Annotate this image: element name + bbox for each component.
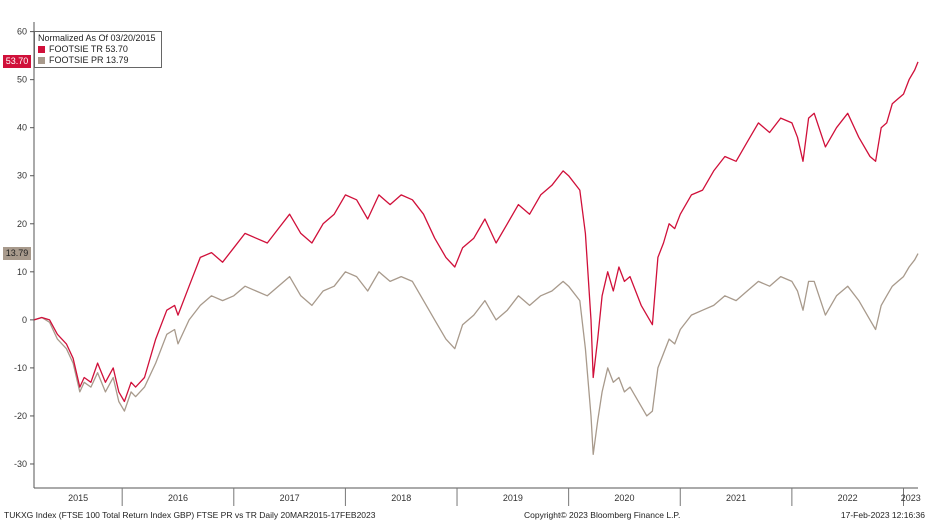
legend-swatch-pr [38,57,45,64]
y-tick-label: -20 [14,411,27,421]
legend-entry-pr: FOOTSIE PR 13.79 [38,55,158,66]
y-tick-label: 40 [17,123,27,133]
x-tick-label: 2019 [503,493,523,503]
x-axis: 2015 2016 2017 2018 2019 2020 2021 2022 2023 [34,487,921,506]
footer-index-description: TUKXG Index (FTSE 100 Total Return Index… [4,510,376,520]
legend-label-pr: FOOTSIE PR 13.79 [49,55,129,65]
x-tick-label: 2020 [614,493,634,503]
x-tick-label: 2016 [168,493,188,503]
y-tick-label: -30 [14,459,27,469]
legend: Normalized As Of 03/20/2015 FOOTSIE TR 5… [34,31,162,68]
legend-label-tr: FOOTSIE TR 53.70 [49,44,128,54]
y-axis: 60 50 40 30 20 10 0 -10 -20 -30 [14,22,35,488]
x-tick-label: 2023 [901,493,921,503]
x-tick-label: 2018 [391,493,411,503]
y-tick-label: 10 [17,267,27,277]
x-tick-label: 2021 [726,493,746,503]
legend-swatch-tr [38,46,45,53]
y-tick-label: 30 [17,171,27,181]
series-line-tr [33,61,919,403]
series-layer [33,61,919,456]
y-tick-label: 50 [17,75,27,85]
plot-area [34,22,918,488]
y-tick-label: -10 [14,363,27,373]
legend-entry-tr: FOOTSIE TR 53.70 [38,44,158,55]
footer-copyright: Copyright© 2023 Bloomberg Finance L.P. [524,510,681,520]
x-tick-label: 2015 [68,493,88,503]
y-tick-label: 60 [17,27,27,37]
y-tick-label: 20 [17,219,27,229]
y-tick-label: 0 [22,315,27,325]
x-tick-label: 2017 [280,493,300,503]
last-value-tag-pr: 13.79 [3,247,31,261]
x-tick-label: 2022 [838,493,858,503]
series-line-pr [33,253,919,456]
legend-title: Normalized As Of 03/20/2015 [38,33,156,43]
last-value-tag-tr: 53.70 [3,55,31,69]
footer-timestamp: 17-Feb-2023 12:16:36 [840,510,925,520]
